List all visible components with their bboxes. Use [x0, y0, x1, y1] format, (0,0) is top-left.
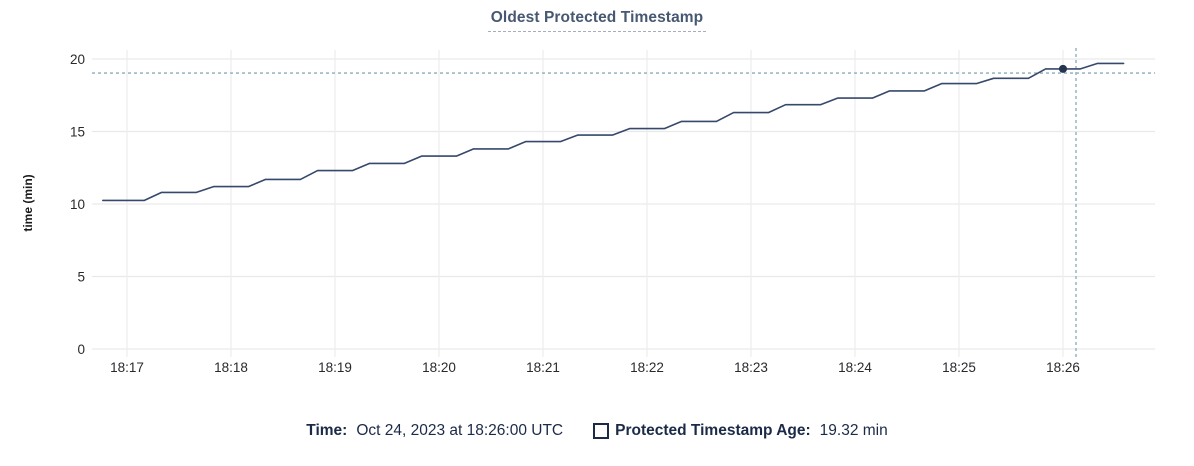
chart-title[interactable]: Oldest Protected Timestamp [487, 9, 707, 32]
y-tick-label: 10 [70, 197, 85, 212]
time-value: Oct 24, 2023 at 18:26:00 UTC [356, 422, 564, 439]
legend-item-protected-timestamp-age[interactable]: Protected Timestamp Age: 19.32 min [593, 422, 888, 440]
x-tick-label: 18:23 [734, 360, 768, 375]
y-tick-label: 15 [70, 125, 85, 140]
x-tick-label: 18:21 [526, 360, 560, 375]
x-tick-label: 18:20 [422, 360, 456, 375]
y-axis-title: time (min) [21, 174, 35, 231]
hover-readout-legend: Time: Oct 24, 2023 at 18:26:00 UTC Prote… [0, 422, 1194, 440]
x-tick-label: 18:18 [214, 360, 248, 375]
series-line-protected-timestamp-age [102, 62, 1125, 202]
series-value: 19.32 min [819, 422, 888, 439]
series-checkbox-swatch-icon[interactable] [593, 423, 610, 439]
x-tick-label: 18:24 [838, 360, 872, 375]
x-tick-label: 18:26 [1046, 360, 1080, 375]
x-tick-label: 18:17 [110, 360, 144, 375]
hover-time-group: Time: Oct 24, 2023 at 18:26:00 UTC [306, 422, 563, 440]
series-label: Protected Timestamp Age: [615, 422, 811, 439]
x-tick-label: 18:22 [630, 360, 664, 375]
time-label: Time: [306, 422, 348, 439]
chart-title-row: Oldest Protected Timestamp [0, 9, 1194, 32]
y-tick-label: 0 [77, 342, 85, 357]
x-tick-label: 18:25 [942, 360, 976, 375]
line-chart-plot-area[interactable]: 0 5 10 15 20 18:17 18:18 18:19 18:20 18:21 18:22 18… [0, 0, 1194, 410]
x-tick-label: 18:19 [318, 360, 352, 375]
y-tick-label: 20 [70, 52, 85, 67]
hover-point-dot [1059, 64, 1067, 73]
y-tick-label: 5 [77, 270, 85, 285]
